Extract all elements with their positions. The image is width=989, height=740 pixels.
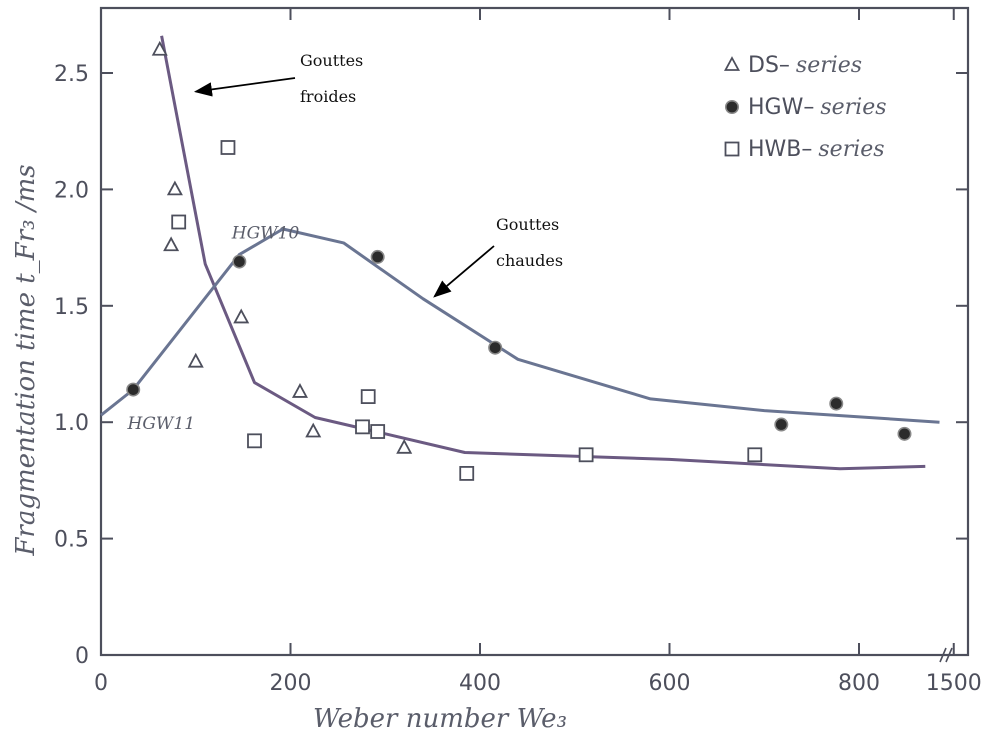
y-axis-label: Fragmentation time t_Fr₃ /ms — [11, 164, 41, 556]
data-point-filled-circle — [126, 382, 141, 397]
data-point-square — [247, 433, 262, 449]
legend-label-series: series — [796, 53, 862, 78]
legend-label-series: series — [820, 95, 886, 120]
data-points: HGW10 HGW11 — [126, 40, 912, 481]
annotations: Gouttes froides Gouttes chaudes — [193, 51, 563, 298]
plot-frame — [99, 6, 970, 657]
legend-label: HWB– — [748, 137, 812, 162]
data-point-triangle — [233, 308, 250, 324]
data-point-triangle — [305, 422, 322, 438]
legend-label: DS– — [748, 53, 790, 78]
data-point-filled-circle — [829, 396, 844, 411]
y-tick-label: 1.0 — [54, 411, 89, 436]
inline-curve-label: HGW11 — [127, 414, 196, 434]
y-tick-label: 0.5 — [54, 528, 89, 553]
legend-marker — [723, 56, 741, 71]
x-tick-label: 200 — [270, 671, 312, 696]
annotation-text: chaudes — [496, 251, 563, 270]
data-point-filled-circle — [774, 417, 789, 432]
axes: 0 200 400 600 800 1500 0 0.5 1.0 1.5 2.0 2.5 — [54, 6, 982, 696]
legend-marker — [724, 100, 739, 115]
data-point-square — [578, 447, 594, 463]
y-tick-label: 1.5 — [54, 295, 89, 320]
y-tick-label: 2.0 — [54, 178, 89, 203]
annotation-text: Gouttes — [300, 51, 363, 70]
fitted-curve-line — [160, 35, 926, 471]
data-point-square — [747, 447, 763, 463]
annotation-arrow — [433, 245, 495, 298]
data-point-triangle — [163, 236, 180, 252]
data-point-triangle — [151, 40, 168, 56]
x-axis-label: Weber number We₃ — [313, 704, 567, 734]
y-tick-label: 2.5 — [54, 62, 89, 87]
data-point-filled-circle — [897, 426, 912, 441]
annotation-arrow — [193, 77, 296, 97]
data-point-triangle — [166, 180, 183, 196]
annotation-text: froides — [300, 87, 356, 106]
x-tick-label: 400 — [459, 671, 501, 696]
data-point-square — [459, 466, 475, 481]
data-point-triangle — [291, 383, 308, 398]
data-point-square — [370, 424, 386, 439]
legend-marker — [724, 141, 740, 157]
data-point-square — [355, 419, 370, 435]
data-point-filled-circle — [370, 249, 385, 264]
annotation-text: Gouttes — [496, 215, 559, 234]
data-point-filled-circle — [488, 340, 503, 355]
x-axis-break-mark — [939, 647, 953, 663]
inline-curve-label: HGW10 — [231, 223, 300, 243]
x-tick-label: 800 — [838, 671, 880, 696]
data-point-filled-circle — [232, 254, 247, 269]
data-point-triangle — [396, 438, 413, 454]
y-tick-label: 0 — [75, 644, 89, 669]
data-point-triangle — [187, 352, 204, 368]
data-point-square — [220, 140, 236, 155]
x-tick-label: 0 — [94, 671, 108, 696]
data-point-square — [171, 214, 187, 230]
legend-label-series: series — [818, 137, 884, 162]
data-point-square — [360, 389, 376, 404]
fitted-curves — [100, 35, 940, 471]
x-tick-label: 1500 — [926, 671, 982, 696]
legend-label: HGW– — [748, 95, 814, 120]
chart-labels: Fragmentation time t_Fr₃ /ms Weber numbe… — [11, 164, 567, 734]
x-tick-label: 600 — [649, 671, 691, 696]
fitted-curve-line — [100, 227, 940, 424]
